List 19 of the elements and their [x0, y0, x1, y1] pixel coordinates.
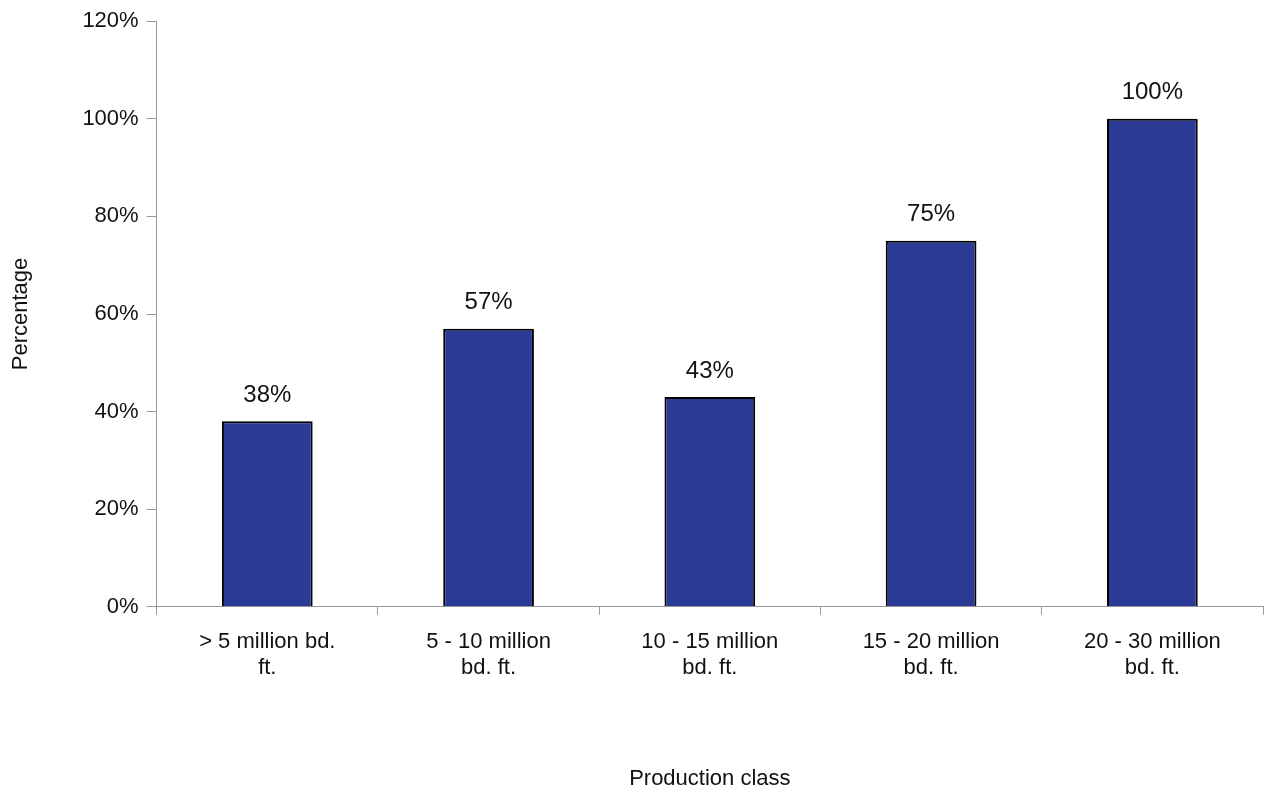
x-tick-label: 5 - 10 million bd. ft.: [426, 628, 551, 680]
y-tick-label: 20%: [94, 495, 139, 521]
data-label: 75%: [907, 199, 956, 227]
data-label: 100%: [1121, 77, 1184, 105]
y-tick-label: 40%: [94, 397, 139, 423]
x-tick-label: > 5 million bd. ft.: [199, 628, 336, 680]
x-tick-label: 10 - 15 million bd. ft.: [641, 628, 779, 680]
x-tick-label: 20 - 30 million bd. ft.: [1083, 628, 1221, 680]
x-tick-label: 15 - 20 million bd. ft.: [862, 628, 1000, 680]
y-tick-label: 60%: [94, 300, 139, 326]
data-label: 57%: [464, 287, 513, 315]
data-label: 43%: [685, 355, 734, 383]
y-tick-label: 120%: [82, 7, 139, 33]
y-tick-label: 0%: [106, 592, 139, 618]
data-label: 38%: [243, 379, 292, 407]
x-axis-title: Production class: [629, 764, 791, 790]
y-tick-label: 100%: [82, 104, 139, 130]
y-axis-title: Percentage: [7, 257, 33, 371]
y-tick-label: 80%: [94, 202, 139, 228]
